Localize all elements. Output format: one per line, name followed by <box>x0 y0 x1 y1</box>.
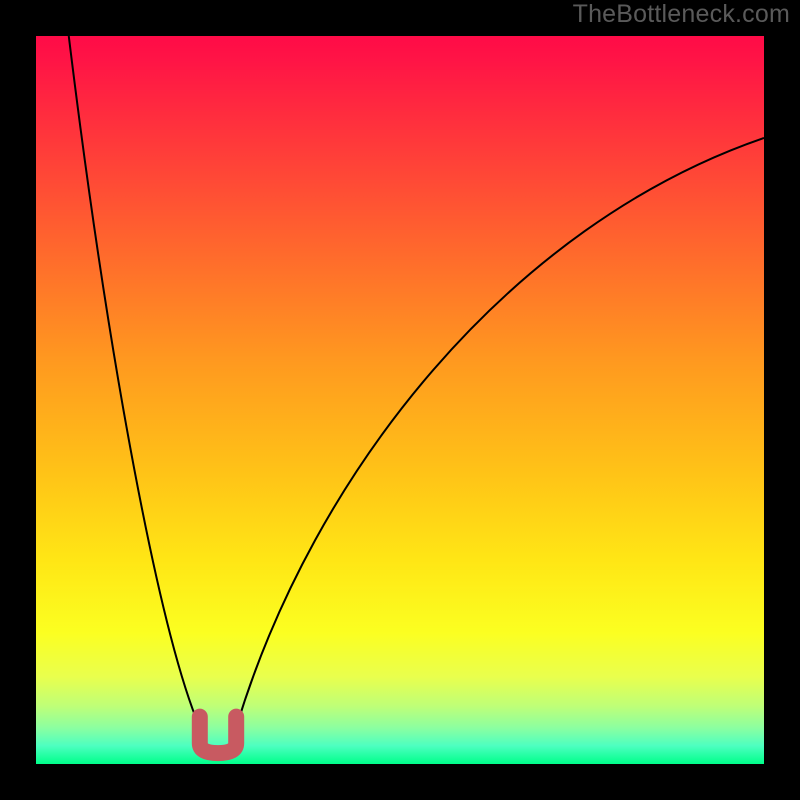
plot-background-gradient <box>36 36 764 764</box>
figure-root: TheBottleneck.com <box>0 0 800 800</box>
watermark-text: TheBottleneck.com <box>573 0 790 29</box>
bottleneck-curve-plot <box>0 0 800 800</box>
